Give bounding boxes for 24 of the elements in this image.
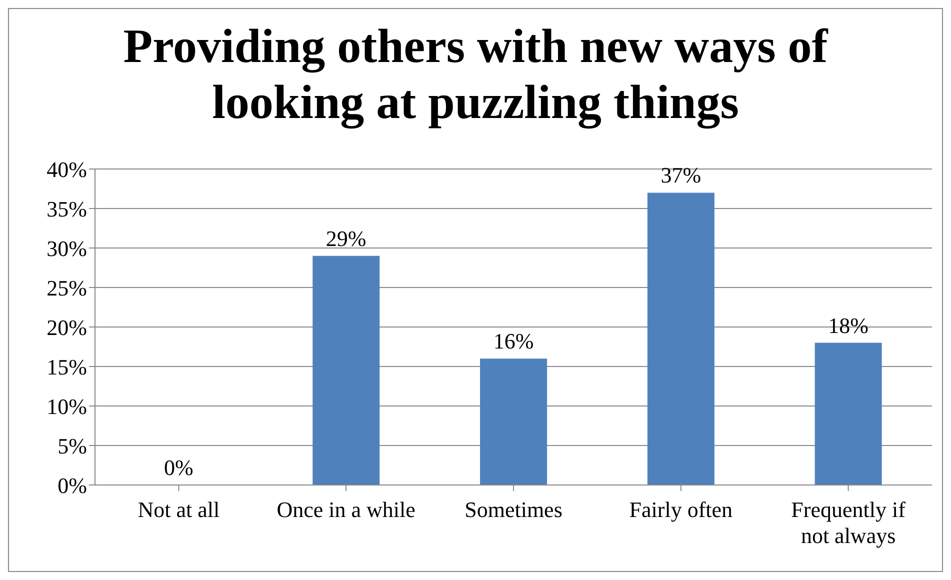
data-label: 16% [493, 328, 534, 354]
bar [312, 256, 380, 485]
y-tick-label: 15% [46, 354, 87, 380]
bar [647, 192, 714, 485]
x-tick-label: Sometimes [464, 497, 562, 522]
y-tick-label: 35% [46, 196, 87, 222]
y-tick-label: 25% [46, 275, 87, 300]
bar [480, 358, 548, 485]
y-tick-label: 40% [46, 156, 87, 182]
y-tick-label: 20% [46, 314, 87, 340]
data-label: 29% [326, 226, 366, 251]
y-tick-label: 0% [58, 472, 87, 498]
x-tick-label: Not at all [138, 497, 220, 522]
data-label: 18% [828, 312, 868, 338]
bar [814, 342, 882, 485]
data-label: 37% [660, 162, 702, 188]
y-tick-label: 30% [46, 236, 87, 261]
chart-title: Providing others with new ways of looking at puzzling things [122, 19, 830, 131]
data-label: 0% [164, 455, 194, 480]
x-tick-label: Once in a while [276, 497, 416, 522]
y-tick-label: 10% [46, 394, 87, 419]
y-tick-label: 5% [58, 433, 87, 458]
x-tick-label: Fairly often [629, 497, 733, 522]
x-tick-label: Frequently if not always [791, 497, 906, 548]
